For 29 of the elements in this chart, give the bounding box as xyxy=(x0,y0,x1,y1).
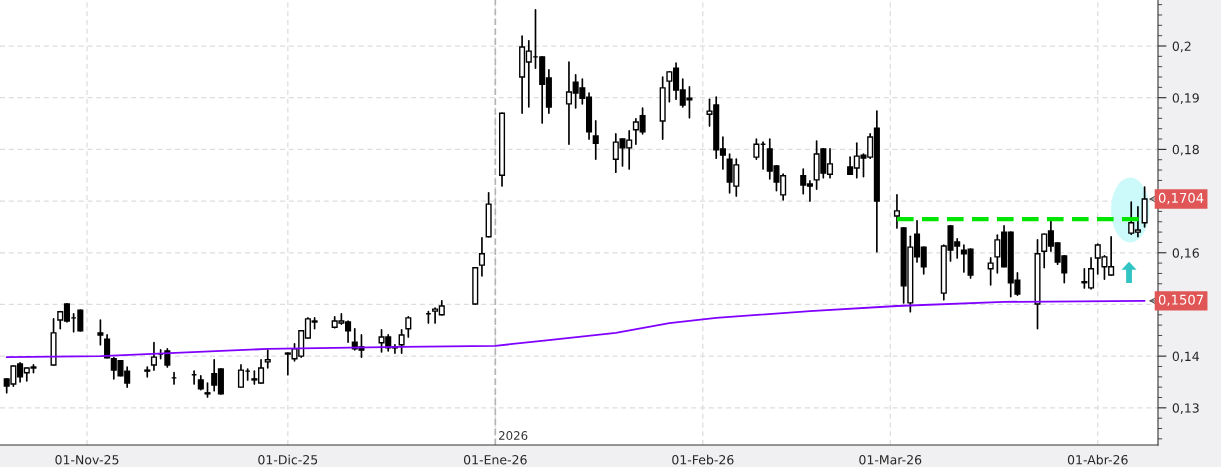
candlestick xyxy=(893,194,900,229)
x-tick-label: 01-Dic-25 xyxy=(258,454,318,465)
x-tick-label: 01-Ene-26 xyxy=(463,454,527,465)
candlestick xyxy=(592,120,599,161)
x-tick-label: 01-Abr-26 xyxy=(1067,454,1128,465)
y-tick-label: 0,13 xyxy=(1172,403,1199,415)
x-tick-label: 01-Mar-26 xyxy=(859,454,922,465)
candlestick xyxy=(1141,186,1148,228)
candlestick xyxy=(264,349,271,369)
x-tick-label: 01-Nov-25 xyxy=(55,454,119,465)
candlestick xyxy=(753,138,760,161)
y-tick-label: 0,16 xyxy=(1172,248,1199,259)
y-tick-label: 0,14 xyxy=(1172,351,1200,363)
candlestick xyxy=(144,366,151,378)
candlestick xyxy=(97,319,104,346)
annotation: 0,1507 xyxy=(1158,294,1204,307)
candlestick xyxy=(478,236,485,277)
y-tick-label: 0,18 xyxy=(1172,144,1199,156)
line-series xyxy=(5,299,1146,359)
candlestick xyxy=(104,334,111,359)
y-tick-label: 0,2 xyxy=(1172,41,1191,53)
candlestick xyxy=(405,316,412,338)
x-tick-label: 01-Feb-26 xyxy=(672,454,734,465)
candlestick xyxy=(150,341,157,371)
candlestick xyxy=(987,257,994,286)
y-tick-label: 0,19 xyxy=(1172,93,1199,104)
annotation: 0,1704 xyxy=(1158,192,1204,205)
candlestick xyxy=(398,328,405,354)
ref-line-label: 2026 xyxy=(498,431,528,440)
